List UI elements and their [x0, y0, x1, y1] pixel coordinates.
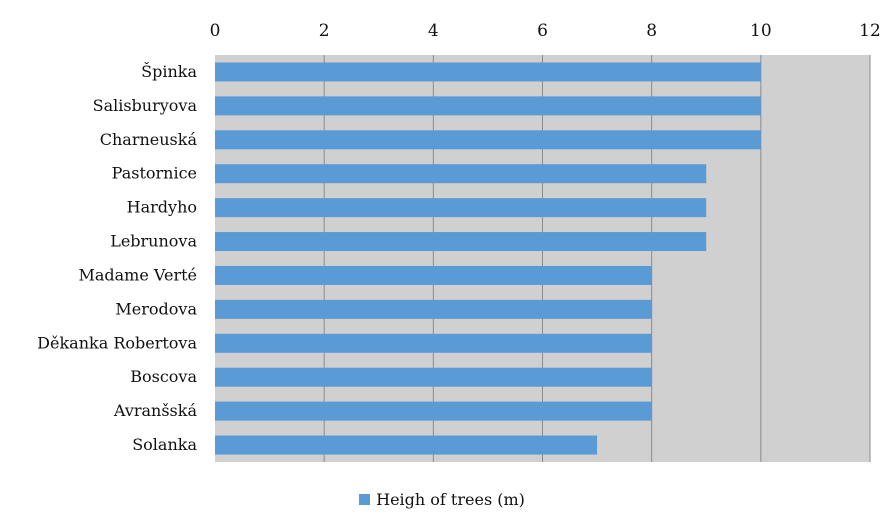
bar	[215, 198, 707, 218]
category-label: Pastornice	[112, 164, 197, 183]
bar	[215, 265, 652, 285]
category-label: Děkanka Robertova	[37, 333, 197, 352]
category-label: Charneuská	[100, 130, 198, 149]
category-label: Avranšská	[113, 401, 198, 420]
category-label: Solanka	[132, 435, 197, 454]
bar	[215, 435, 598, 455]
x-tick-label: 2	[319, 21, 330, 41]
x-axis-tick-labels: 0 2 4 6 8 10 12	[210, 21, 881, 41]
legend-swatch	[359, 493, 371, 505]
x-tick-label: 8	[646, 21, 657, 41]
category-label: Lebrunova	[110, 232, 197, 251]
bar	[215, 333, 652, 353]
y-axis-category-labels: Špinka Salisburyova Charneuská Pastornice Ha…	[37, 61, 197, 454]
x-tick-label: 0	[210, 21, 221, 41]
bar	[215, 232, 707, 252]
category-label: Boscova	[130, 367, 197, 386]
category-label: Merodova	[115, 299, 197, 318]
bar	[215, 96, 761, 116]
x-tick-label: 6	[537, 21, 548, 41]
bar	[215, 299, 652, 319]
legend: Heigh of trees (m)	[0, 485, 884, 513]
bar	[215, 62, 761, 82]
bar	[215, 164, 707, 184]
x-tick-label: 4	[428, 21, 439, 41]
category-label: Hardyho	[127, 198, 197, 217]
x-tick-label: 12	[859, 21, 881, 41]
category-label: Salisburyova	[93, 96, 198, 115]
x-tick-label: 10	[750, 21, 772, 41]
bar	[215, 130, 761, 150]
category-label: Madame Verté	[78, 265, 197, 284]
category-label: Špinka	[141, 61, 197, 81]
legend-label: Heigh of trees (m)	[376, 489, 525, 509]
gridlines	[323, 55, 871, 462]
bar	[215, 367, 652, 387]
bars	[215, 62, 761, 455]
bar	[215, 401, 652, 421]
